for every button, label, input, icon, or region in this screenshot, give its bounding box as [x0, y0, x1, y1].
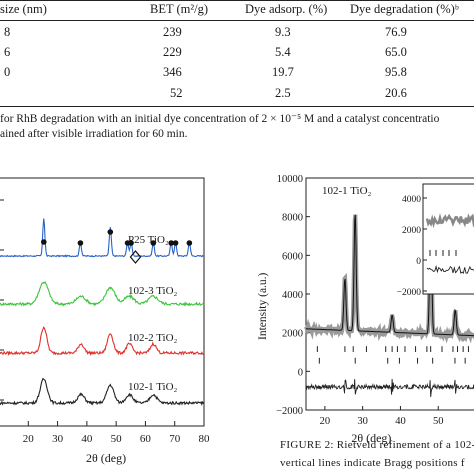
- x-axis-label: 2θ (deg): [86, 451, 126, 465]
- anatase-marker: [168, 240, 174, 246]
- x-tick-label: 60: [140, 433, 152, 445]
- table-cell: 52: [170, 86, 183, 100]
- x-tick-label: 20: [23, 433, 35, 445]
- table-cell: 239: [163, 25, 182, 39]
- table-header-adsorp: Dye adsorp. (%): [245, 2, 328, 16]
- table-cell: 19.7: [272, 65, 294, 79]
- anatase-marker: [128, 240, 134, 246]
- xrd-plot-frame: [0, 177, 205, 427]
- x-axis-label: 2θ (deg): [351, 431, 391, 445]
- table-footnote: for RhB degradation with an initial dye …: [0, 113, 440, 125]
- series-label-p25: P25 TiO₂: [128, 234, 169, 246]
- inset-y-tick-label: 2000: [402, 226, 421, 236]
- anatase-marker: [186, 240, 193, 246]
- series-label-1022: 102-2 TiO₂: [128, 332, 178, 344]
- table-cell: 9.3: [275, 25, 291, 39]
- x-tick-label: 80: [199, 433, 211, 445]
- xrd-chart: 20 30 40 50 60 70 80 P25 TiO₂ 102-3 TiO₂ 102-2…: [0, 177, 211, 465]
- calculated-profile: [306, 214, 474, 337]
- table-cell: 8: [4, 25, 11, 39]
- table-header-degradation: Dye degradation (%)ᵇ: [350, 2, 459, 16]
- xrd-series-line: [0, 281, 205, 307]
- anatase-marker: [77, 240, 84, 246]
- table-header-rule: [0, 20, 474, 21]
- x-tick-label: 20: [320, 416, 331, 427]
- anatase-marker: [107, 229, 114, 235]
- inset-y-tick-label: −2000: [397, 288, 422, 298]
- anatase-marker: [150, 240, 157, 246]
- anatase-marker: [41, 239, 47, 245]
- figure-caption: vertical lines indicate Bragg positions …: [280, 457, 465, 469]
- table-header-bet: BET (m²/g): [150, 2, 209, 16]
- table-header-size: size (nm): [0, 2, 47, 16]
- table-cell: 229: [163, 45, 182, 59]
- table-top-rule: [0, 0, 474, 1]
- table-footnote: ained after visible irradiation for 60 m…: [0, 128, 188, 140]
- x-tick-label: 40: [395, 416, 406, 427]
- difference-curve: [305, 378, 474, 397]
- inset-observed: [425, 213, 474, 229]
- series-label-1021: 102-1 TiO₂: [128, 381, 178, 393]
- y-tick-label: 4000: [282, 290, 303, 301]
- inset-difference: [426, 264, 474, 274]
- series-label-1023: 102-3 TiO₂: [128, 285, 178, 297]
- y-tick-label: 2000: [282, 329, 303, 340]
- x-tick-label: 70: [169, 433, 181, 445]
- xrd-series-line: [0, 218, 205, 258]
- inset-y-tick-label: 0: [416, 257, 421, 267]
- table-cell: 95.8: [385, 65, 407, 79]
- table-cell: 6: [4, 45, 11, 59]
- inset-frame: [422, 183, 474, 295]
- y-tick-label: 8000: [282, 213, 303, 224]
- table-cell: 0: [4, 65, 11, 79]
- table-cell: 346: [163, 65, 182, 79]
- table-cell: 5.4: [275, 45, 291, 59]
- figure-caption: FIGURE 2: Rietveld refinement of a 102-: [280, 439, 474, 451]
- x-tick-label: 40: [81, 433, 93, 445]
- rietveld-chart: 10000 8000 6000 4000 2000 0 −2000 20 30 40 50 2θ (d…: [257, 174, 474, 445]
- xrd-series-line: [0, 377, 205, 407]
- y-tick-label: 10000: [277, 174, 303, 185]
- y-tick-label: −2000: [276, 406, 303, 417]
- x-tick-label: 50: [433, 416, 444, 427]
- panel-title: 102-1 TiO₂: [322, 185, 372, 197]
- table-bottom-rule: [0, 106, 474, 107]
- table-cell: 20.6: [385, 86, 407, 100]
- diamond-marker: [129, 250, 142, 264]
- table-cell: 76.9: [385, 25, 407, 39]
- xrd-series-line: [0, 326, 205, 356]
- y-axis-label: Intensity (a.u.): [257, 272, 269, 340]
- y-tick-label: 0: [298, 367, 303, 378]
- inset-y-tick-label: 4000: [402, 195, 421, 205]
- x-tick-label: 30: [357, 416, 368, 427]
- x-tick-label: 50: [111, 433, 123, 445]
- x-tick-label: 30: [52, 433, 64, 445]
- table-cell: 2.5: [275, 86, 291, 100]
- table-cell: 65.0: [385, 45, 407, 59]
- y-tick-label: 6000: [282, 251, 303, 262]
- anatase-marker: [172, 240, 179, 246]
